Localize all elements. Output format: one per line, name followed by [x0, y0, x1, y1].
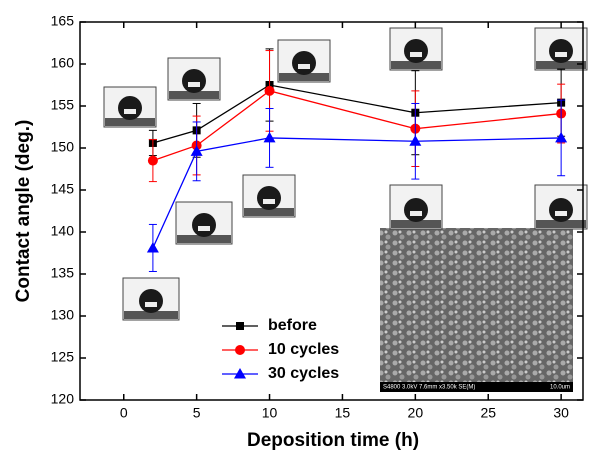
drop-glare [188, 82, 200, 87]
x-tick-label: 25 [480, 405, 496, 421]
y-tick-label: 140 [51, 223, 75, 239]
drop-base [169, 91, 219, 99]
drop [257, 186, 281, 210]
y-tick-label: 145 [51, 181, 75, 197]
drop-base [391, 220, 441, 228]
legend-marker [236, 322, 244, 330]
drop-glare [410, 52, 422, 57]
drop-base [244, 208, 294, 216]
y-tick-label: 150 [51, 139, 75, 155]
drop [292, 51, 316, 75]
drop-base [536, 220, 586, 228]
marker [146, 241, 159, 253]
drop-glare [298, 64, 310, 69]
drop [118, 96, 142, 120]
x-tick-label: 20 [408, 405, 424, 421]
marker [263, 131, 276, 143]
drop-base [124, 311, 178, 319]
plot-frame [79, 21, 584, 401]
legend-label: 10 cycles [268, 341, 339, 358]
drop-glare [198, 226, 210, 231]
drop-base [105, 118, 155, 126]
x-tick-label: 0 [120, 405, 128, 421]
drop [192, 213, 216, 237]
marker [555, 131, 568, 143]
drop [404, 198, 428, 222]
drop [182, 69, 206, 93]
y-tick-label: 120 [51, 391, 75, 407]
y-axis-label: Contact angle (deg.) [13, 120, 34, 303]
y-tick-label: 130 [51, 307, 75, 323]
drop-base [279, 73, 329, 81]
x-axis-label: Deposition time (h) [247, 430, 419, 451]
x-tick-label: 10 [262, 405, 278, 421]
drop [139, 289, 163, 313]
drop-glare [410, 211, 422, 216]
sem-bar [380, 382, 573, 392]
legend-marker [235, 345, 245, 355]
y-tick-label: 160 [51, 55, 75, 71]
legend-label: before [268, 317, 317, 334]
y-tick-label: 135 [51, 265, 75, 281]
sem-scale: 10.0um [550, 385, 570, 391]
drop-base [536, 61, 586, 69]
drop-base [177, 235, 231, 243]
drop-glare [145, 302, 157, 307]
drop [549, 198, 573, 222]
drop-glare [555, 211, 567, 216]
legend-label: 30 cycles [268, 365, 339, 382]
y-tick-label: 165 [51, 13, 75, 29]
marker [190, 145, 203, 156]
sem-texture [380, 228, 573, 392]
y-tick-label: 125 [51, 349, 75, 365]
drop [404, 39, 428, 63]
drop-base [391, 61, 441, 69]
y-tick-label: 155 [51, 97, 75, 113]
insets: S4800 3.0kV 7.6mm x3.50k SE(M) 10.0um [103, 27, 588, 392]
marker [264, 85, 275, 96]
sem-info: S4800 3.0kV 7.6mm x3.50k SE(M) [383, 385, 475, 391]
x-tick-label: 15 [335, 405, 351, 421]
x-tick-label: 30 [553, 405, 569, 421]
drop [549, 39, 573, 63]
marker [409, 135, 422, 146]
drop-glare [555, 52, 567, 57]
x-tick-label: 5 [193, 405, 201, 421]
drop-glare [124, 109, 136, 114]
marker [147, 155, 158, 166]
legend-marker [234, 368, 246, 379]
drop-glare [263, 199, 275, 204]
